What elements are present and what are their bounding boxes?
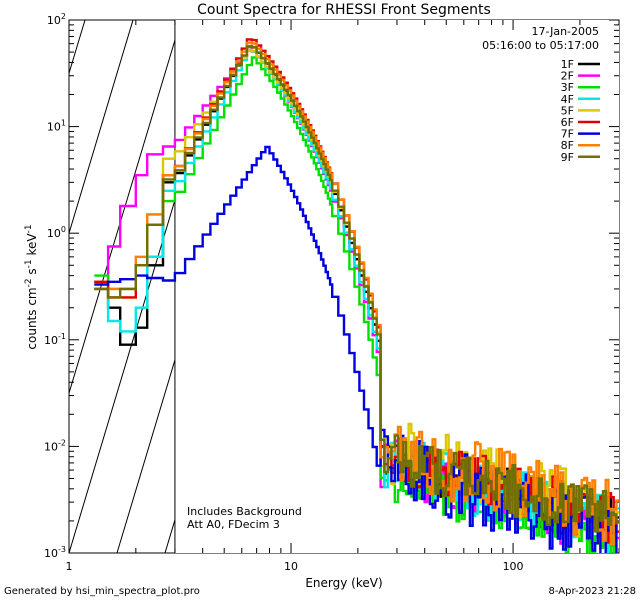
legend-label-4F: 4F <box>561 93 574 106</box>
hatch-line <box>69 20 182 395</box>
y-tick-label: 101 <box>47 119 66 134</box>
y-tick-label: 10-1 <box>44 332 66 347</box>
generated-by-footer: Generated by hsi_min_spectra_plot.pro <box>4 586 200 597</box>
hatch-line <box>69 20 86 76</box>
x-axis-label: Energy (keV) <box>305 576 382 590</box>
legend-label-3F: 3F <box>561 81 574 94</box>
time-range-annotation: 05:16:00 to 05:17:00 <box>482 39 599 52</box>
y-tick-label: 10-3 <box>44 545 66 560</box>
legend-label-7F: 7F <box>561 128 574 141</box>
x-tick-label: 10 <box>284 560 298 573</box>
background-annotation: Includes Background <box>187 505 302 518</box>
series-layer <box>94 38 619 553</box>
hatch-line <box>69 20 134 235</box>
date-annotation: 17-Jan-2005 <box>532 25 600 38</box>
legend-label-5F: 5F <box>561 104 574 117</box>
y-tick-label: 10-2 <box>44 438 66 453</box>
series-line-8F <box>94 41 619 546</box>
y-axis-label: counts cm-2 s-1 keV-1 <box>24 224 39 349</box>
legend-label-2F: 2F <box>561 70 574 83</box>
legend-label-1F: 1F <box>561 58 574 71</box>
x-tick-label: 1 <box>66 560 73 573</box>
legend-label-6F: 6F <box>561 116 574 129</box>
y-tick-label: 100 <box>47 225 66 240</box>
y-tick-label: 102 <box>47 12 66 27</box>
x-axis: 1 10 100 <box>66 20 620 573</box>
attenuator-annotation: Att A0, FDecim 3 <box>187 518 280 531</box>
series-line-9F <box>94 45 619 533</box>
y-axis: 102 101 100 10-1 10-2 10-3 <box>44 12 619 560</box>
chart-title: Count Spectra for RHESSI Front Segments <box>197 2 491 18</box>
timestamp-footer: 8-Apr-2023 21:28 <box>549 586 636 597</box>
x-tick-label: 100 <box>503 560 524 573</box>
legend-label-8F: 8F <box>561 139 574 152</box>
legend-label-9F: 9F <box>561 151 574 164</box>
